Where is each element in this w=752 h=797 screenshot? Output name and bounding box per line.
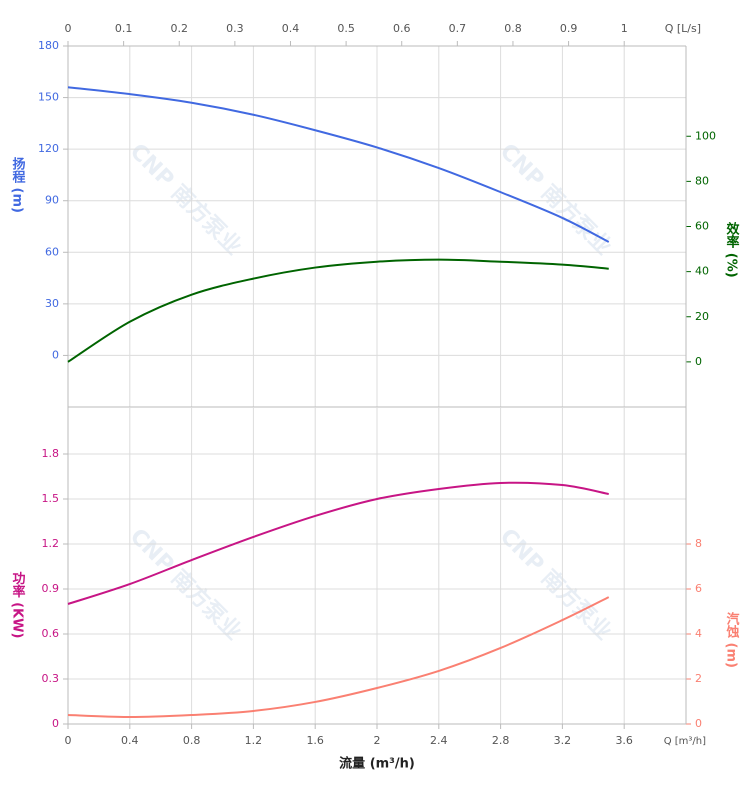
x-tick-label: 2.4 [430,734,448,747]
x2-tick-label: 0.3 [226,22,244,35]
y2-tick-label: 40 [695,265,709,278]
y2-tick-label: 20 [695,310,709,323]
x2-tick-label: 0.9 [560,22,578,35]
x2-tick-label: 0.5 [337,22,355,35]
y2-tick-label: 80 [695,174,709,187]
y2-axis-label: 效率 (%) [724,222,740,278]
curve [67,258,609,363]
x2-tick-label: 0 [65,22,72,35]
y-tick-label: 0 [52,717,59,730]
y-tick-label: 1.5 [42,492,60,505]
y-tick-label: 30 [45,297,59,310]
y-tick-label: 90 [45,194,59,207]
x-tick-label: 0 [65,734,72,747]
x-tick-label: 0.8 [183,734,201,747]
watermark: CNP 南方泵业 [125,138,247,260]
x2-tick-label: 0.7 [449,22,467,35]
watermark: CNP 南方泵业 [125,523,247,645]
y-tick-label: 0.9 [42,582,60,595]
y-tick-label: 120 [38,142,59,155]
y-tick-label: 60 [45,245,59,258]
x-unit-label: Q [m³/h] [664,736,706,747]
watermark: CNP 南方泵业 [495,138,617,260]
y2-tick-label: 0 [695,355,702,368]
curve [67,481,609,605]
x-tick-label: 0.4 [121,734,139,747]
x2-tick-label: 1 [621,22,628,35]
x-tick-label: 2 [374,734,381,747]
y-tick-label: 1.8 [42,447,60,460]
x2-tick-label: 0.4 [282,22,300,35]
y2-tick-label: 8 [695,537,702,550]
y2-tick-label: 4 [695,627,702,640]
y2-tick-label: 60 [695,220,709,233]
x2-tick-label: 0.1 [115,22,133,35]
x2-tick-label: 0.8 [504,22,522,35]
x2-tick-label: 0.2 [170,22,188,35]
y2-tick-label: 0 [695,717,702,730]
y-tick-label: 1.2 [42,537,60,550]
y-tick-label: 150 [38,91,59,104]
y-tick-label: 180 [38,39,59,52]
x-tick-label: 1.2 [245,734,263,747]
x-tick-label: 3.2 [554,734,572,747]
y-tick-label: 0.6 [42,627,60,640]
y2-tick-label: 6 [695,582,702,595]
y2-tick-label: 100 [695,129,716,142]
y-axis-label: 扬程 (m) [10,156,26,213]
y-tick-label: 0 [52,348,59,361]
y-tick-label: 0.3 [42,672,60,685]
y2-tick-label: 2 [695,672,702,685]
x-axis-label: 流量 (m³/h) [339,756,415,772]
y-axis-label: 功率 (KW) [10,572,26,639]
x-tick-label: 2.8 [492,734,510,747]
x-tick-label: 3.6 [615,734,633,747]
curve [67,596,610,719]
x2-axis-label: Q [L/s] [665,22,701,35]
curve [67,86,610,243]
y2-axis-label: 汽蚀 (m) [724,611,741,668]
watermark: CNP 南方泵业 [495,523,617,645]
x2-tick-label: 0.6 [393,22,411,35]
x-tick-label: 1.6 [306,734,324,747]
